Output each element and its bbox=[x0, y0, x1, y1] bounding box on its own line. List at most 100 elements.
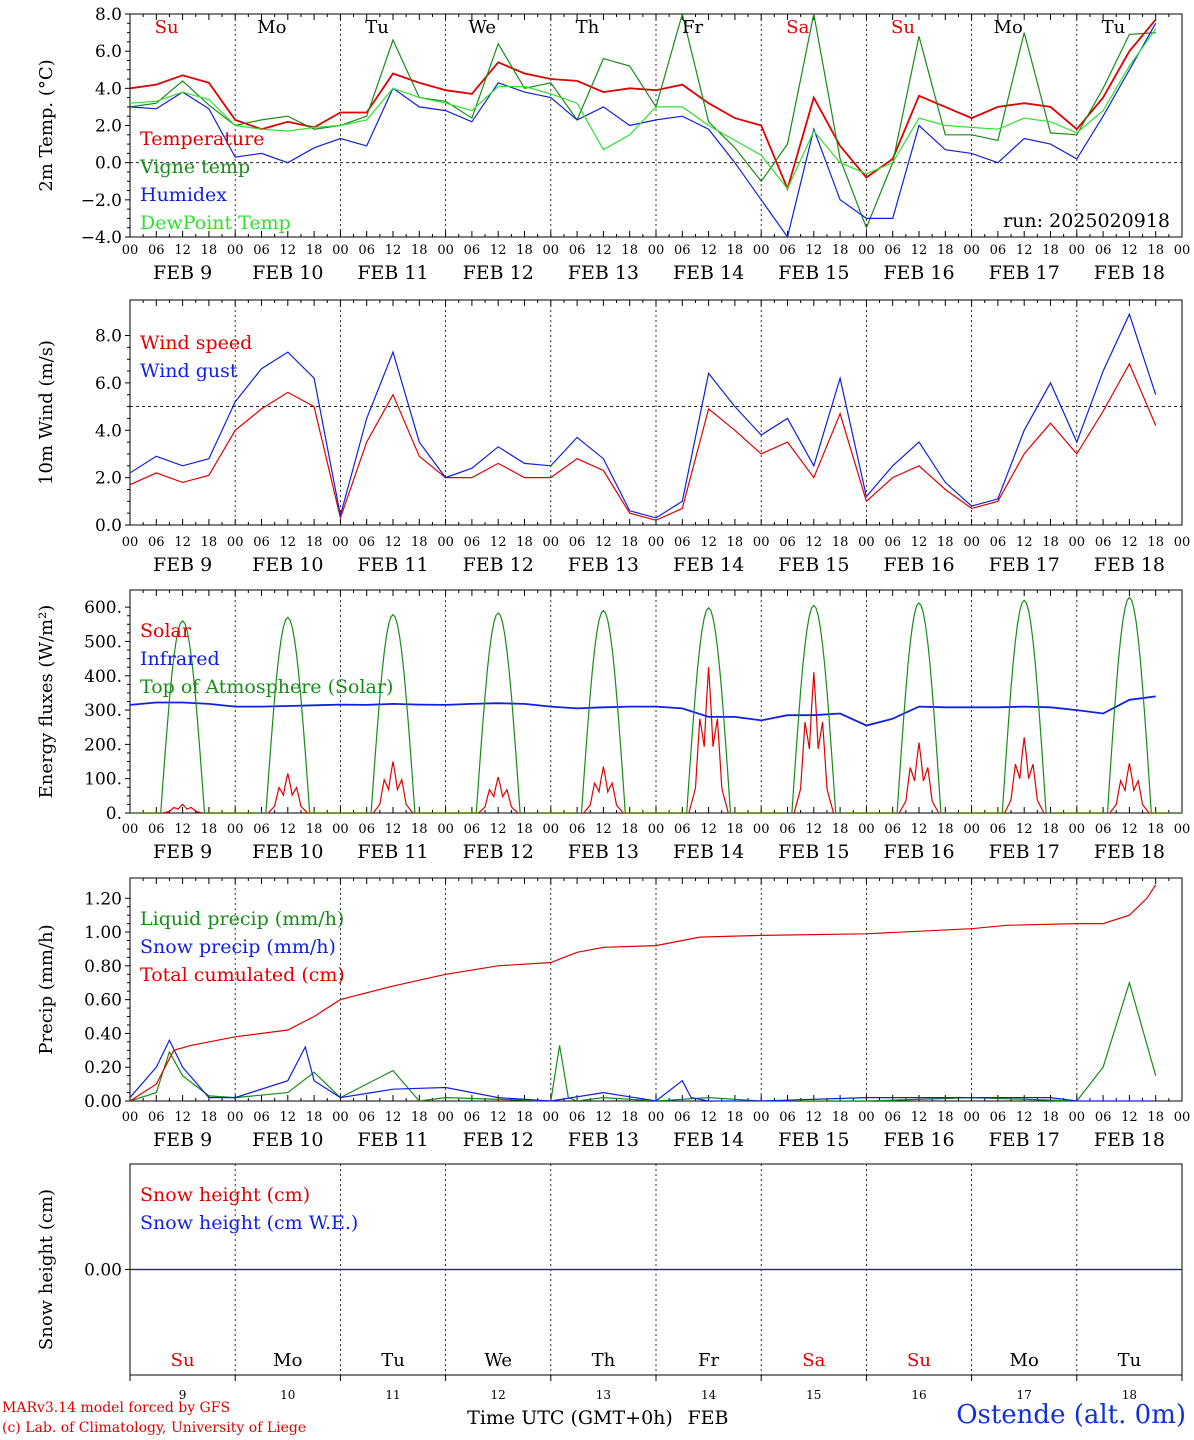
day-number: 11 bbox=[385, 1388, 400, 1402]
hour-label: 00 bbox=[753, 822, 770, 837]
day-name: Sa bbox=[802, 1350, 825, 1371]
day-number: 13 bbox=[596, 1388, 611, 1402]
legend-entry: Humidex bbox=[140, 184, 227, 206]
day-number: 14 bbox=[701, 1388, 717, 1402]
hour-label: 00 bbox=[753, 1110, 770, 1125]
hour-label: 06 bbox=[253, 822, 270, 837]
hour-label: 12 bbox=[280, 822, 297, 837]
hour-label: 00 bbox=[648, 1110, 665, 1125]
hour-label: 18 bbox=[937, 535, 954, 550]
hour-label: 06 bbox=[1095, 535, 1112, 550]
hour-label: 06 bbox=[464, 1110, 481, 1125]
y-tick-label: 0.60 bbox=[84, 991, 122, 1011]
hour-label: 18 bbox=[727, 243, 744, 258]
hour-label: 06 bbox=[464, 535, 481, 550]
date-label: FEB 13 bbox=[568, 262, 639, 284]
hour-label: 00 bbox=[437, 535, 454, 550]
date-label: FEB 9 bbox=[153, 262, 212, 284]
day-number: 10 bbox=[280, 1388, 295, 1402]
hour-label: 18 bbox=[832, 822, 849, 837]
date-label: FEB 16 bbox=[883, 554, 954, 576]
hour-label: 00 bbox=[1174, 243, 1191, 258]
hour-label: 12 bbox=[174, 822, 191, 837]
hour-label: 00 bbox=[543, 822, 560, 837]
hour-label: 18 bbox=[516, 535, 533, 550]
hour-label: 00 bbox=[1174, 1110, 1191, 1125]
hour-label: 12 bbox=[385, 822, 402, 837]
hour-label: 06 bbox=[990, 822, 1007, 837]
y-tick-label: 2.0 bbox=[95, 469, 122, 489]
day-name: Sa bbox=[786, 17, 809, 38]
hour-label: 00 bbox=[332, 1110, 349, 1125]
y-tick-label: −2.0 bbox=[81, 191, 122, 211]
hour-label: 00 bbox=[1069, 243, 1086, 258]
hour-label: 18 bbox=[1042, 535, 1059, 550]
hour-label: 18 bbox=[727, 822, 744, 837]
y-tick-label: 0.00 bbox=[84, 1092, 122, 1112]
series-line bbox=[130, 596, 1182, 813]
hour-label: 12 bbox=[1121, 822, 1138, 837]
date-label: FEB 12 bbox=[463, 1129, 534, 1151]
hour-label: 12 bbox=[385, 243, 402, 258]
x-axis-title: Time UTC (GMT+0h) bbox=[467, 1407, 673, 1429]
hour-label: 12 bbox=[490, 822, 507, 837]
hour-label: 06 bbox=[674, 1110, 691, 1125]
date-label: FEB 18 bbox=[1094, 262, 1165, 284]
date-label: FEB 14 bbox=[673, 262, 744, 284]
series-line bbox=[130, 14, 1156, 230]
hour-label: 00 bbox=[332, 535, 349, 550]
date-label: FEB 18 bbox=[1094, 841, 1165, 863]
date-label: FEB 15 bbox=[778, 1129, 849, 1151]
day-number: 16 bbox=[911, 1388, 926, 1402]
date-label: FEB 14 bbox=[673, 554, 744, 576]
hour-label: 06 bbox=[884, 822, 901, 837]
hour-label: 06 bbox=[358, 535, 375, 550]
hour-label: 00 bbox=[648, 535, 665, 550]
hour-label: 00 bbox=[753, 243, 770, 258]
hour-label: 00 bbox=[227, 1110, 244, 1125]
day-name: Mo bbox=[273, 1350, 302, 1371]
date-label: FEB 14 bbox=[673, 1129, 744, 1151]
hour-label: 18 bbox=[621, 535, 638, 550]
date-label: FEB 11 bbox=[357, 554, 428, 576]
y-tick-label: 0.20 bbox=[84, 1058, 122, 1078]
hour-label: 18 bbox=[411, 822, 428, 837]
y-tick-label: 600. bbox=[84, 598, 122, 618]
hour-label: 18 bbox=[1042, 822, 1059, 837]
hour-label: 00 bbox=[122, 535, 139, 550]
hour-label: 00 bbox=[332, 243, 349, 258]
day-name: Mo bbox=[1010, 1350, 1039, 1371]
date-label: FEB 11 bbox=[357, 262, 428, 284]
hour-label: 00 bbox=[1069, 1110, 1086, 1125]
hour-label: 18 bbox=[832, 1110, 849, 1125]
hour-label: 18 bbox=[201, 1110, 218, 1125]
day-name: Tu bbox=[1102, 17, 1126, 38]
hour-label: 06 bbox=[148, 1110, 165, 1125]
hour-label: 06 bbox=[569, 535, 586, 550]
y-axis-label: 10m Wind (m/s) bbox=[36, 340, 57, 485]
hour-label: 06 bbox=[779, 535, 796, 550]
hour-label: 18 bbox=[937, 243, 954, 258]
hour-label: 12 bbox=[1016, 535, 1033, 550]
legend-entry: Wind speed bbox=[140, 332, 252, 354]
hour-label: 12 bbox=[1016, 243, 1033, 258]
hour-label: 12 bbox=[280, 535, 297, 550]
day-name: Mo bbox=[994, 17, 1023, 38]
hour-label: 18 bbox=[621, 822, 638, 837]
hour-label: 00 bbox=[858, 822, 875, 837]
hour-label: 12 bbox=[1121, 1110, 1138, 1125]
hour-label: 06 bbox=[884, 1110, 901, 1125]
y-tick-label: 1.00 bbox=[84, 923, 122, 943]
hour-label: 06 bbox=[569, 1110, 586, 1125]
hour-label: 06 bbox=[990, 1110, 1007, 1125]
hour-label: 00 bbox=[963, 1110, 980, 1125]
date-label: FEB 12 bbox=[463, 554, 534, 576]
legend-entry: Temperature bbox=[140, 128, 264, 150]
hour-label: 06 bbox=[779, 243, 796, 258]
hour-label: 12 bbox=[595, 243, 612, 258]
series-line bbox=[130, 312, 1157, 519]
hour-label: 00 bbox=[963, 243, 980, 258]
hour-label: 00 bbox=[1069, 822, 1086, 837]
hour-label: 06 bbox=[569, 822, 586, 837]
hour-label: 00 bbox=[543, 243, 560, 258]
